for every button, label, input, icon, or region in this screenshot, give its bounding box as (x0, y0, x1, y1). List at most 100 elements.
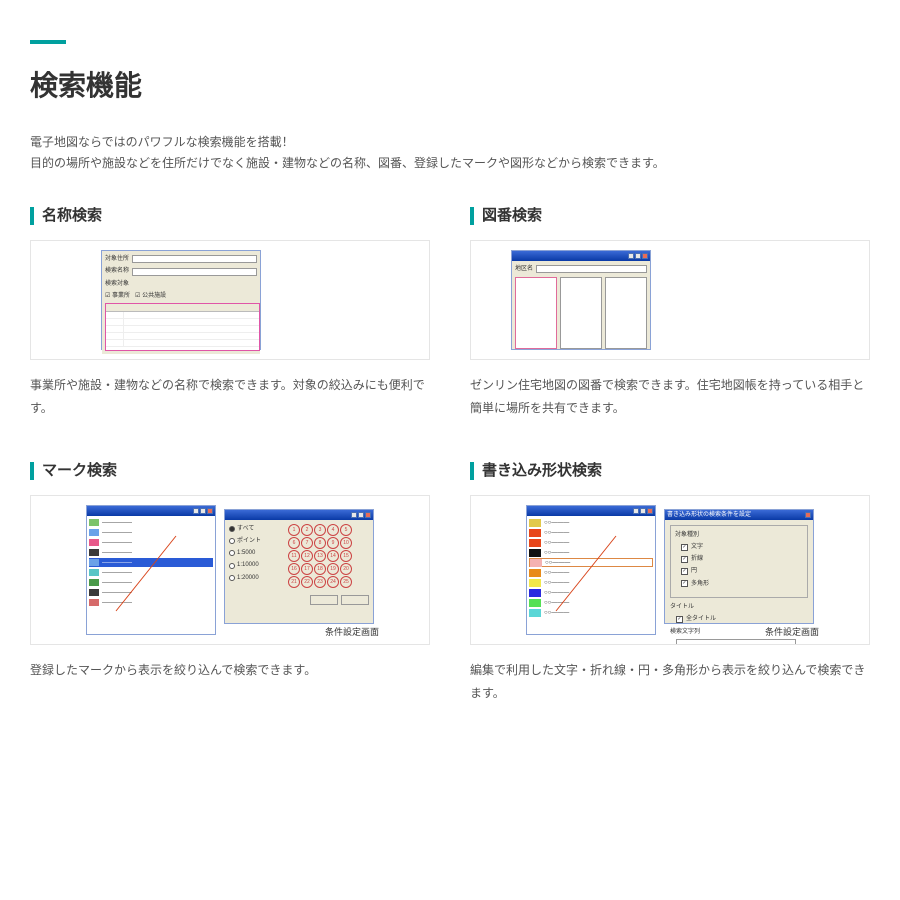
color-swatch-icon (529, 599, 541, 607)
checkbox-icon: ✓ (681, 580, 688, 587)
mock-radio-option: ポイント (229, 536, 284, 546)
mock-checkbox-label: 折線 (691, 554, 703, 564)
feature-mapnumber-search: 図番検索 地区名 (470, 203, 870, 420)
feature-title-text: 書き込み形状検索 (482, 458, 602, 484)
title-bar-icon (30, 462, 34, 480)
mock-window-body: 対象住所 検索名称 検索対象 ☑ 事業所☑ 公共施設 (102, 251, 260, 354)
feature-screenshot: 地区名 (470, 240, 870, 360)
page-title: 検索機能 (30, 62, 870, 110)
intro-text: 電子地図ならではのパワフルな検索機能を搭載！ 目的の場所や施設などを住所だけでな… (30, 132, 870, 175)
mock-checkbox-row: ✓文字 (681, 542, 803, 552)
radio-icon (229, 538, 235, 544)
mock-number-cell: 11 (288, 550, 300, 562)
mock-input (132, 255, 257, 263)
mock-radio-option: 1:5000 (229, 548, 284, 558)
mock-checkbox: ☑ 公共施設 (135, 291, 166, 301)
mock-number-cell: 16 (288, 563, 300, 575)
mock-group-title: タイトル ✓全タイトル (670, 602, 808, 624)
checkbox-icon: ✓ (676, 616, 683, 623)
mock-checkbox-label: 多角形 (691, 579, 709, 589)
mock-checkbox: ☑ 事業所 (105, 291, 130, 301)
mock-caption: 条件設定画面 (765, 625, 819, 640)
title-bar-icon (470, 462, 474, 480)
mock-number-cell: 23 (314, 576, 326, 588)
mock-number-cell: 18 (314, 563, 326, 575)
feature-desc: 編集で利用した文字・折れ線・円・多角形から表示を絞り込んで検索できます。 (470, 659, 870, 705)
mock-radio-group: すべてポイント1:50001:100001:20000 (229, 524, 284, 588)
mock-number-cell: 17 (301, 563, 313, 575)
feature-grid: 名称検索 対象住所 検索名称 検索対象 ☑ 事業所☑ 公共施設 (30, 203, 870, 705)
mock-group-label: 対象種別 (675, 530, 803, 540)
radio-icon (229, 550, 235, 556)
mock-checkbox-label: 全タイトル (686, 614, 716, 624)
feature-screenshot: ――――――――――――――――――――――――――――――――――――――――… (30, 495, 430, 645)
color-swatch-icon (529, 589, 541, 597)
page: 検索機能 電子地図ならではのパワフルな検索機能を搭載！ 目的の場所や施設などを住… (0, 0, 900, 735)
feature-title-text: マーク検索 (42, 458, 117, 484)
flag-icon (89, 589, 99, 596)
color-swatch-icon (529, 549, 541, 557)
flag-icon (89, 599, 99, 606)
mock-number-cell: 9 (327, 537, 339, 549)
flag-icon (89, 529, 99, 536)
mock-radio-option: すべて (229, 524, 284, 534)
mock-list-col (515, 277, 557, 349)
feature-title: 名称検索 (30, 203, 430, 229)
color-swatch-icon (529, 569, 541, 577)
feature-title: マーク検索 (30, 458, 430, 484)
mock-list-col (560, 277, 602, 349)
mock-result-list (105, 303, 260, 351)
color-swatch-icon (529, 579, 541, 587)
color-swatch-icon (529, 609, 541, 617)
mock-number-cell: 25 (340, 576, 352, 588)
accent-bar (30, 40, 66, 44)
mock-number-cell: 24 (327, 576, 339, 588)
mock-input (132, 268, 257, 276)
title-bar-icon (470, 207, 474, 225)
mock-number-cell: 20 (340, 563, 352, 575)
mock-button (310, 595, 338, 605)
mock-window-settings: 書き込み形状の検索条件を設定 対象種別 ✓文字✓折線✓円✓多角形 タイトル ✓全… (664, 509, 814, 624)
checkbox-icon: ✓ (681, 568, 688, 575)
mock-checkbox-label: 文字 (691, 542, 703, 552)
flag-icon (89, 519, 99, 526)
feature-mark-search: マーク検索 ――――――――――――――――――――――――――――――――――… (30, 458, 430, 705)
connector-line-icon (101, 526, 181, 616)
mock-button (341, 595, 369, 605)
flag-icon (89, 579, 99, 586)
feature-title: 書き込み形状検索 (470, 458, 870, 484)
mock-list-col (605, 277, 647, 349)
color-swatch-icon (529, 529, 541, 537)
feature-screenshot: 対象住所 検索名称 検索対象 ☑ 事業所☑ 公共施設 (30, 240, 430, 360)
mock-window-settings: すべてポイント1:50001:100001:20000 123456789101… (224, 509, 374, 624)
feature-screenshot: ○○―――○○―――○○―――○○―――○○―――○○―――○○―――○○―――… (470, 495, 870, 645)
mock-number-cell: 10 (340, 537, 352, 549)
mock-number-cell: 19 (327, 563, 339, 575)
title-bar-icon (30, 207, 34, 225)
radio-icon (229, 526, 235, 532)
intro-line-2: 目的の場所や施設などを住所だけでなく施設・建物などの名称、図番、登録したマークや… (30, 153, 870, 175)
mock-number-cell: 5 (340, 524, 352, 536)
intro-line-1: 電子地図ならではのパワフルな検索機能を搭載！ (30, 132, 870, 154)
feature-name-search: 名称検索 対象住所 検索名称 検索対象 ☑ 事業所☑ 公共施設 (30, 203, 430, 420)
mock-number-cell: 22 (301, 576, 313, 588)
radio-icon (229, 563, 235, 569)
mock-checkbox-row: ✓円 (681, 566, 803, 576)
mock-checkbox-row: ✓折線 (681, 554, 803, 564)
radio-icon (229, 575, 235, 581)
mock-number-cell: 3 (314, 524, 326, 536)
mock-number-cell: 4 (327, 524, 339, 536)
feature-shape-search: 書き込み形状検索 ○○―――○○―――○○―――○○―――○○―――○○―――○… (470, 458, 870, 705)
feature-title: 図番検索 (470, 203, 870, 229)
mock-number-cell: 13 (314, 550, 326, 562)
feature-title-text: 名称検索 (42, 203, 102, 229)
mock-number-cell: 15 (340, 550, 352, 562)
mock-window: 対象住所 検索名称 検索対象 ☑ 事業所☑ 公共施設 (101, 250, 261, 350)
mock-number-grid: 1234567891011121314151617181920212223242… (288, 524, 352, 588)
mock-radio-option: 1:20000 (229, 573, 284, 583)
flag-icon (89, 549, 99, 556)
mock-group-type: 対象種別 ✓文字✓折線✓円✓多角形 (670, 525, 808, 598)
color-swatch-icon (529, 519, 541, 527)
mock-checkbox-label: 円 (691, 566, 697, 576)
checkbox-icon: ✓ (681, 556, 688, 563)
